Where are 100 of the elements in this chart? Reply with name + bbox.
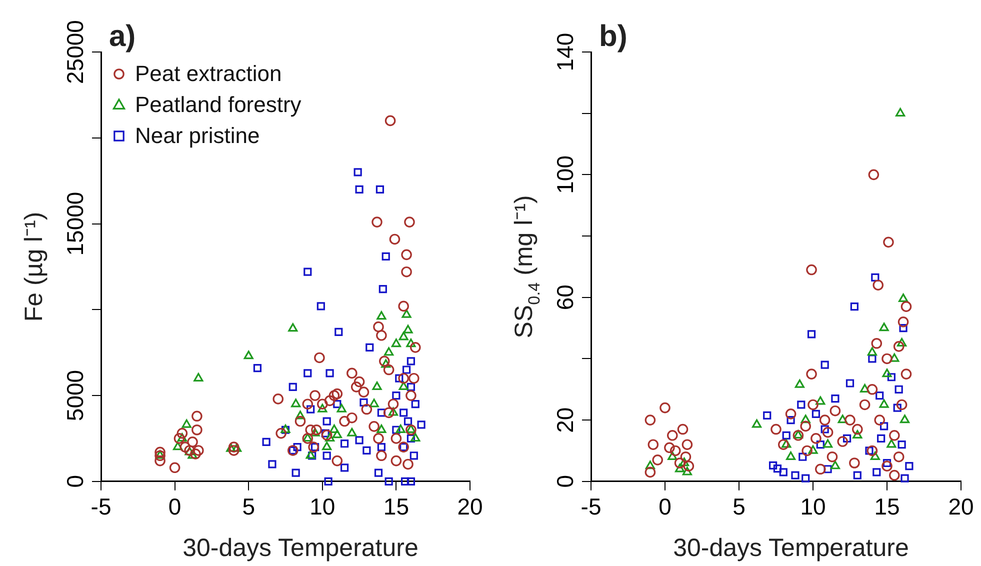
point <box>883 236 894 248</box>
point <box>812 410 820 418</box>
point <box>886 439 896 448</box>
point <box>244 350 254 360</box>
point <box>900 301 912 312</box>
y-tick-label: 25000 <box>62 20 88 84</box>
point <box>852 430 862 438</box>
point <box>896 399 908 410</box>
point <box>823 439 833 448</box>
point <box>816 396 826 405</box>
point <box>871 273 880 282</box>
y-tick-label: 60 <box>552 284 578 310</box>
point <box>770 424 782 435</box>
y-tick-label: 140 <box>552 32 578 72</box>
point <box>893 341 904 352</box>
x-tick-label: 10 <box>310 494 336 520</box>
point <box>786 416 795 424</box>
point <box>879 399 889 408</box>
point <box>322 442 332 450</box>
point <box>808 399 818 410</box>
point <box>872 468 881 476</box>
point <box>398 332 408 340</box>
point <box>900 474 909 482</box>
point <box>842 434 852 443</box>
point <box>329 424 339 433</box>
point <box>900 368 912 380</box>
point <box>322 452 331 460</box>
point <box>786 451 796 460</box>
point <box>377 408 386 417</box>
point <box>802 474 810 482</box>
point <box>815 464 826 475</box>
point <box>852 424 863 435</box>
point <box>819 414 830 426</box>
x-tick-label: 20 <box>457 494 483 520</box>
point <box>262 438 270 446</box>
point <box>378 284 387 294</box>
point <box>304 369 312 378</box>
point <box>369 398 379 408</box>
chart-title: a) <box>109 20 136 53</box>
point <box>324 477 332 486</box>
chart-title: b) <box>599 20 628 53</box>
point <box>291 398 301 408</box>
point <box>877 434 886 443</box>
point <box>194 372 204 382</box>
point <box>332 430 342 438</box>
point <box>865 446 874 455</box>
point <box>778 439 789 450</box>
point <box>376 311 386 320</box>
point <box>826 451 838 462</box>
point <box>879 322 889 332</box>
point <box>798 452 807 461</box>
point <box>340 440 349 448</box>
point <box>905 462 914 470</box>
point <box>675 464 685 472</box>
point <box>417 420 426 429</box>
point <box>664 442 675 454</box>
point <box>773 464 782 473</box>
point <box>182 419 192 428</box>
point <box>354 168 362 176</box>
y-tick-label: 0 <box>552 475 578 488</box>
point <box>899 324 908 332</box>
point <box>893 451 904 462</box>
point <box>882 460 892 472</box>
point <box>898 294 908 302</box>
point <box>850 302 858 311</box>
point <box>838 414 848 424</box>
point <box>880 422 888 430</box>
point <box>859 399 870 410</box>
point <box>382 252 390 260</box>
y-axis-title: Fe (µg l⁻¹) <box>20 212 48 322</box>
point <box>376 424 386 433</box>
point <box>648 439 659 450</box>
x-axis-title: 30-days Temperature <box>182 534 418 562</box>
point <box>807 330 816 338</box>
x-tick-label: 0 <box>168 494 182 520</box>
point <box>310 442 320 452</box>
point <box>410 433 420 442</box>
point <box>898 440 906 449</box>
x-tick-label: 0 <box>658 494 672 520</box>
point <box>288 382 297 391</box>
point <box>366 343 374 352</box>
x-tick-label: 10 <box>800 494 826 520</box>
point <box>674 458 686 468</box>
point <box>782 431 790 440</box>
point <box>667 430 678 441</box>
point <box>882 458 892 468</box>
point <box>384 347 394 356</box>
point <box>830 405 841 416</box>
point <box>372 382 382 390</box>
point <box>802 445 812 456</box>
point <box>404 417 412 426</box>
point <box>324 433 335 442</box>
point <box>333 400 342 408</box>
point <box>644 414 656 426</box>
y-tick-label: 20 <box>552 407 578 433</box>
x-tick-label: 5 <box>242 494 255 520</box>
point <box>402 366 411 374</box>
point <box>668 451 678 460</box>
x-axis-title: 30-days Temperature <box>673 534 909 562</box>
point <box>894 385 903 394</box>
